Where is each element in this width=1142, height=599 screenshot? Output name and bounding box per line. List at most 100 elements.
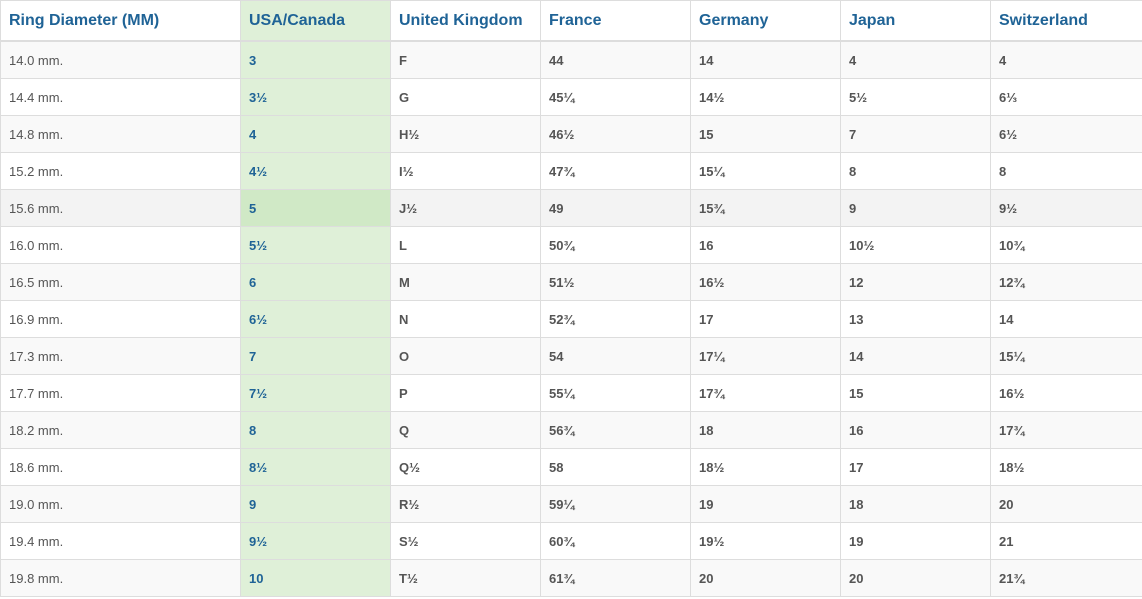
table-header: Ring Diameter (MM) USA/Canada United Kin… (0, 0, 1142, 42)
cell-usa-canada: 7½ (240, 374, 391, 412)
header-row: Ring Diameter (MM) USA/Canada United Kin… (0, 0, 1142, 42)
cell-germany: 20 (690, 559, 841, 597)
cell-japan: 10½ (840, 226, 991, 264)
header-united-kingdom: United Kingdom (390, 0, 541, 42)
cell-ring-diameter: 16.0 mm. (0, 226, 241, 264)
cell-switzerland: 21¾ (990, 559, 1142, 597)
cell-switzerland: 15¼ (990, 337, 1142, 375)
cell-united-kingdom: Q (390, 411, 541, 449)
cell-switzerland: 10¾ (990, 226, 1142, 264)
cell-france: 54 (540, 337, 691, 375)
cell-germany: 17¾ (690, 374, 841, 412)
cell-usa-canada: 9 (240, 485, 391, 523)
cell-ring-diameter: 18.2 mm. (0, 411, 241, 449)
cell-germany: 18 (690, 411, 841, 449)
cell-france: 45¼ (540, 78, 691, 116)
cell-united-kingdom: J½ (390, 189, 541, 227)
cell-usa-canada: 3 (240, 40, 391, 79)
cell-switzerland: 21 (990, 522, 1142, 560)
cell-japan: 5½ (840, 78, 991, 116)
cell-ring-diameter: 17.3 mm. (0, 337, 241, 375)
cell-france: 46½ (540, 115, 691, 153)
cell-france: 50¾ (540, 226, 691, 264)
cell-switzerland: 8 (990, 152, 1142, 190)
cell-switzerland: 9½ (990, 189, 1142, 227)
cell-germany: 17 (690, 300, 841, 338)
table-row: 14.8 mm. 4 H½ 46½ 15 7 6½ (0, 115, 1142, 153)
table-row: 14.4 mm. 3½ G 45¼ 14½ 5½ 6⅓ (0, 78, 1142, 116)
cell-switzerland: 4 (990, 40, 1142, 79)
cell-ring-diameter: 16.5 mm. (0, 263, 241, 301)
cell-united-kingdom: H½ (390, 115, 541, 153)
cell-usa-canada: 3½ (240, 78, 391, 116)
cell-japan: 13 (840, 300, 991, 338)
table-row: 16.5 mm. 6 M 51½ 16½ 12 12¾ (0, 263, 1142, 301)
cell-france: 58 (540, 448, 691, 486)
cell-switzerland: 6⅓ (990, 78, 1142, 116)
table-row: 19.8 mm. 10 T½ 61¾ 20 20 21¾ (0, 559, 1142, 597)
cell-france: 47¾ (540, 152, 691, 190)
cell-ring-diameter: 19.0 mm. (0, 485, 241, 523)
table-row: 18.6 mm. 8½ Q½ 58 18½ 17 18½ (0, 448, 1142, 486)
cell-germany: 15¾ (690, 189, 841, 227)
cell-usa-canada: 7 (240, 337, 391, 375)
cell-usa-canada: 8 (240, 411, 391, 449)
cell-japan: 15 (840, 374, 991, 412)
table-body: 14.0 mm. 3 F 44 14 4 4 14.4 mm. 3½ G 45¼ 14½ 5½ 6⅓ 14.… (0, 40, 1142, 597)
cell-usa-canada: 10 (240, 559, 391, 597)
cell-switzerland: 17¾ (990, 411, 1142, 449)
cell-ring-diameter: 19.8 mm. (0, 559, 241, 597)
table-row: 16.0 mm. 5½ L 50¾ 16 10½ 10¾ (0, 226, 1142, 264)
cell-usa-canada: 8½ (240, 448, 391, 486)
cell-japan: 17 (840, 448, 991, 486)
cell-germany: 14½ (690, 78, 841, 116)
cell-united-kingdom: P (390, 374, 541, 412)
cell-germany: 16 (690, 226, 841, 264)
cell-germany: 19½ (690, 522, 841, 560)
cell-united-kingdom: T½ (390, 559, 541, 597)
cell-united-kingdom: O (390, 337, 541, 375)
table-row: 15.2 mm. 4½ I½ 47¾ 15¼ 8 8 (0, 152, 1142, 190)
cell-japan: 14 (840, 337, 991, 375)
cell-switzerland: 12¾ (990, 263, 1142, 301)
cell-united-kingdom: G (390, 78, 541, 116)
cell-united-kingdom: L (390, 226, 541, 264)
header-japan: Japan (840, 0, 991, 42)
cell-france: 56¾ (540, 411, 691, 449)
cell-germany: 14 (690, 40, 841, 79)
cell-usa-canada: 4½ (240, 152, 391, 190)
table-row: 15.6 mm. 5 J½ 49 15¾ 9 9½ (0, 189, 1142, 227)
header-switzerland: Switzerland (990, 0, 1142, 42)
cell-japan: 19 (840, 522, 991, 560)
cell-germany: 17¼ (690, 337, 841, 375)
cell-usa-canada: 9½ (240, 522, 391, 560)
cell-ring-diameter: 19.4 mm. (0, 522, 241, 560)
cell-japan: 20 (840, 559, 991, 597)
cell-ring-diameter: 14.0 mm. (0, 40, 241, 79)
cell-usa-canada: 5½ (240, 226, 391, 264)
cell-germany: 18½ (690, 448, 841, 486)
cell-japan: 16 (840, 411, 991, 449)
cell-switzerland: 18½ (990, 448, 1142, 486)
header-usa-canada: USA/Canada (240, 0, 391, 42)
cell-germany: 19 (690, 485, 841, 523)
cell-ring-diameter: 18.6 mm. (0, 448, 241, 486)
header-ring-diameter: Ring Diameter (MM) (0, 0, 241, 42)
cell-united-kingdom: N (390, 300, 541, 338)
table-row: 18.2 mm. 8 Q 56¾ 18 16 17¾ (0, 411, 1142, 449)
cell-switzerland: 20 (990, 485, 1142, 523)
cell-france: 59¼ (540, 485, 691, 523)
cell-usa-canada: 6½ (240, 300, 391, 338)
cell-usa-canada: 6 (240, 263, 391, 301)
table-row: 14.0 mm. 3 F 44 14 4 4 (0, 40, 1142, 79)
cell-switzerland: 14 (990, 300, 1142, 338)
cell-japan: 9 (840, 189, 991, 227)
cell-united-kingdom: F (390, 40, 541, 79)
cell-france: 60¾ (540, 522, 691, 560)
cell-japan: 8 (840, 152, 991, 190)
cell-japan: 4 (840, 40, 991, 79)
table-row: 19.0 mm. 9 R½ 59¼ 19 18 20 (0, 485, 1142, 523)
cell-france: 52¾ (540, 300, 691, 338)
cell-germany: 15¼ (690, 152, 841, 190)
